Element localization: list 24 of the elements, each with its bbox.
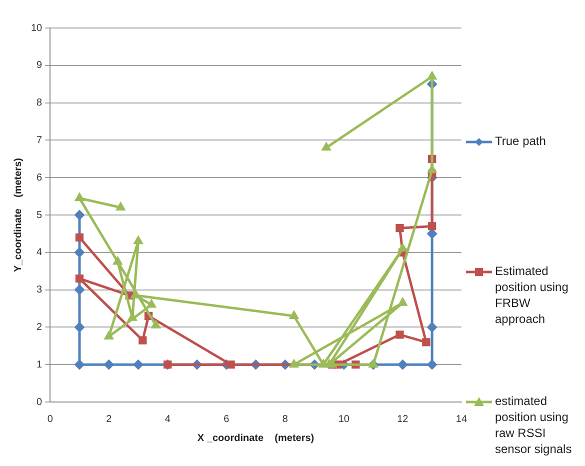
legend-label: True path: [495, 133, 546, 149]
legend-label: estimated position using raw RSSI sensor signals: [495, 393, 573, 457]
x-tick-label: 0: [47, 414, 54, 425]
y-tick-label: 2: [36, 322, 43, 333]
x-tick-label: 8: [282, 414, 288, 425]
y-tick-label: 6: [36, 172, 43, 184]
x-tick-label: 14: [456, 414, 468, 425]
legend-label: Estimated position using FRBW approach: [495, 263, 570, 327]
y-tick-label: 8: [36, 98, 43, 109]
y-tick-label: 9: [36, 60, 43, 72]
x-tick-label: 12: [397, 414, 409, 425]
y-tick-label: 1: [36, 359, 43, 370]
y-tick-label: 10: [31, 22, 43, 34]
y-tick-label: 7: [36, 134, 43, 146]
y-tick-label: 3: [36, 284, 43, 296]
x-tick-label: 10: [338, 414, 350, 425]
x-tick-label: 2: [106, 414, 112, 425]
y-tick-label: 5: [36, 210, 43, 221]
y-axis-title: Y_coordinate (meters): [12, 158, 24, 272]
y-tick-label: 4: [36, 247, 43, 258]
x-axis-title: X _coordinate (meters): [197, 432, 314, 444]
x-tick-label: 4: [164, 414, 171, 425]
x-tick-label: 6: [224, 414, 230, 425]
y-tick-label: 0: [36, 396, 43, 408]
